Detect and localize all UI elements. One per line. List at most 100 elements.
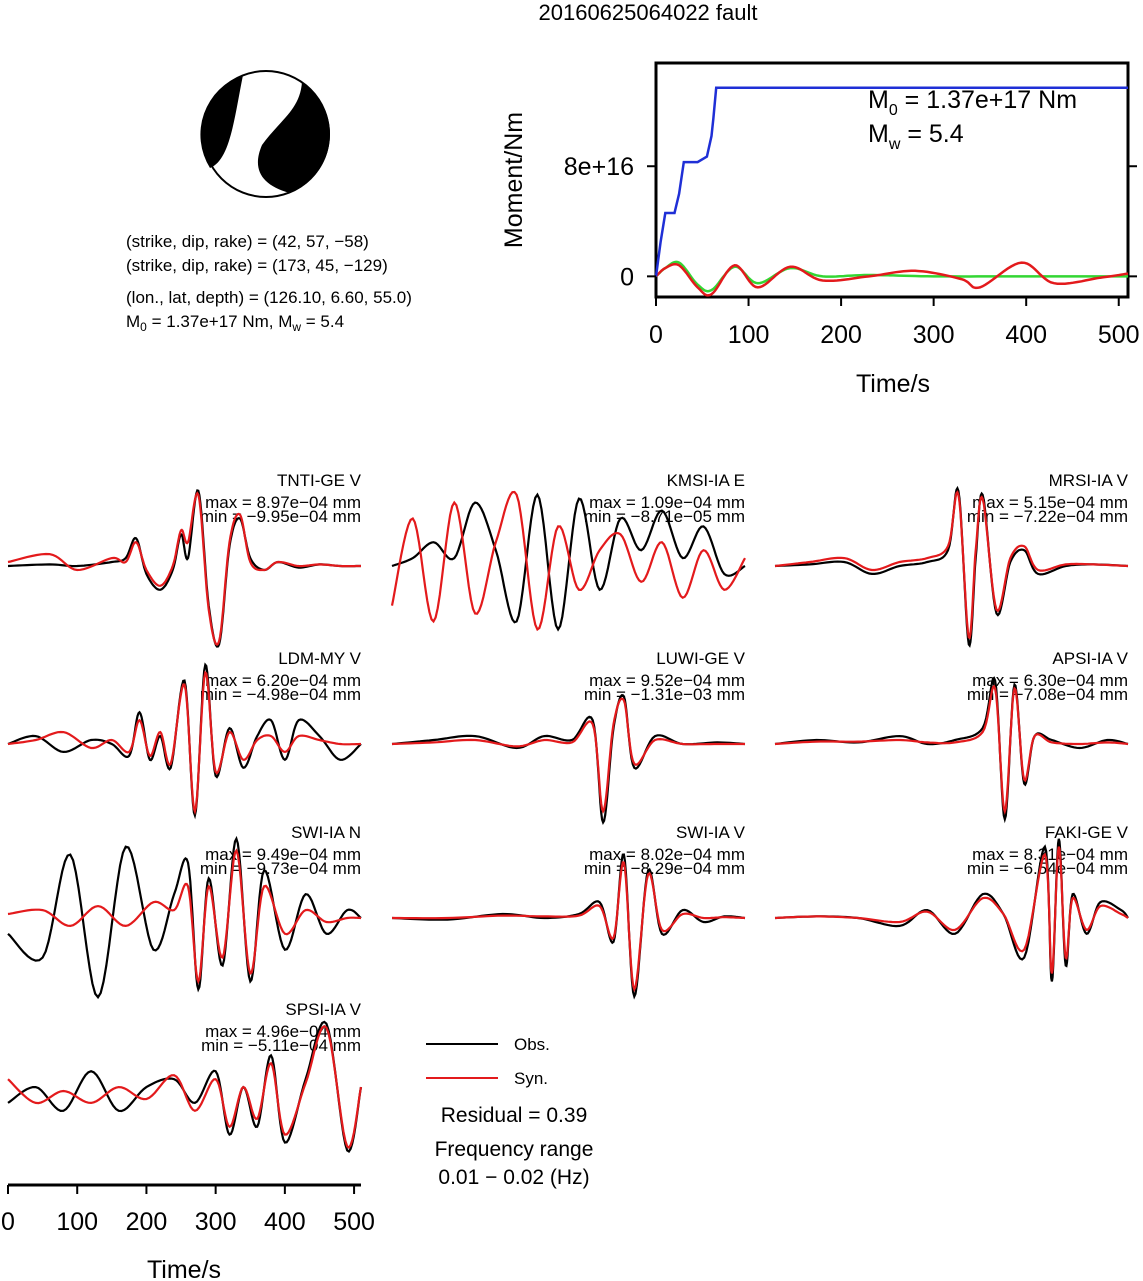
stf-x-tick-label: 400 [1005, 321, 1047, 349]
waveform-time-axis: 0 100 200 300 400 500 Time/s [1, 1183, 375, 1281]
stf-plot-frame [654, 61, 1130, 299]
stf-x-tick-label: 200 [820, 321, 862, 349]
max-amplitude-label: max = 6.20e−04 mm [205, 671, 361, 690]
station-label: LUWI-GE V [656, 649, 745, 668]
beachball-compressional-quadrant-right [257, 82, 330, 193]
synthetic-trace [774, 684, 1129, 815]
synthetic-trace [774, 846, 1129, 974]
min-amplitude-label: min = −7.08e−04 mm [967, 685, 1128, 704]
station-label: MRSI-IA V [1049, 471, 1129, 490]
stf-y-ticks: 0 8e+16 [564, 153, 1137, 291]
min-amplitude-label: min = −4.98e−04 mm [200, 685, 361, 704]
observed-trace [391, 492, 746, 632]
stf-series-group [654, 86, 1129, 297]
stf-x-tick-label: 500 [1098, 321, 1140, 349]
stf-annotation-m0: M0 = 1.37e+17 Nm [868, 86, 1077, 119]
mechanism-moment-line: M0 = 1.37e+17 Nm, Mw = 5.4 [126, 312, 344, 334]
waveform-x-tick-label: 400 [264, 1208, 306, 1236]
station-label: SPSI-IA V [285, 1000, 361, 1019]
waveform-x-tick-label: 500 [333, 1208, 375, 1236]
mw-value: = 5.4 [301, 312, 344, 331]
stf-y-tick-label: 8e+16 [564, 153, 634, 181]
min-amplitude-label: min = −8.71e−05 mm [584, 507, 745, 526]
station-label: SWI-IA V [676, 823, 746, 842]
synthetic-trace [390, 490, 746, 632]
min-amplitude-label: min = −1.31e−03 mm [584, 685, 745, 704]
max-amplitude-label: max = 5.15e−04 mm [972, 493, 1128, 512]
stf-series-blue [654, 86, 1128, 277]
station-label: TNTI-GE V [277, 471, 362, 490]
mechanism-plane-1: (strike, dip, rake) = (42, 57, −58) [126, 232, 369, 251]
min-amplitude-label: min = −7.22e−04 mm [967, 507, 1128, 526]
stf-x-tick-label: 0 [649, 321, 663, 349]
station-label: FAKI-GE V [1045, 823, 1129, 842]
synthetic-trace [391, 697, 745, 814]
mechanism-location: (lon., lat, depth) = (126.10, 6.60, 55.0… [126, 288, 412, 307]
max-amplitude-label: max = 8.02e−04 mm [589, 845, 745, 864]
station-label: KMSI-IA E [667, 471, 745, 490]
synthetic-trace [7, 1024, 363, 1149]
m0-subscript: 0 [140, 320, 147, 334]
min-amplitude-label: min = −8.29e−04 mm [584, 859, 745, 878]
min-amplitude-label: min = −9.73e−04 mm [200, 859, 361, 878]
waveform-x-ticks: 0 100 200 300 400 500 [1, 1185, 375, 1236]
station-label: APSI-IA V [1052, 649, 1128, 668]
observed-trace [391, 694, 746, 825]
focal-mechanism-beachball [200, 70, 330, 198]
synthetic-trace [7, 848, 361, 985]
stf-x-tick-label: 100 [728, 321, 770, 349]
station-label: SWI-IA N [291, 823, 361, 842]
frequency-range-value: 0.01 − 0.02 (Hz) [438, 1166, 589, 1189]
stf-y-tick-label: 0 [620, 263, 634, 291]
stf-series-green [655, 260, 1128, 293]
stf-series-red [655, 261, 1129, 297]
min-amplitude-label: min = −9.95e−04 mm [200, 507, 361, 526]
waveform-legend: Obs. Syn. Residual = 0.39 Frequency rang… [426, 1035, 593, 1189]
figure-title: 20160625064022 fault [539, 0, 758, 25]
synthetic-trace [774, 490, 1129, 640]
max-amplitude-label: max = 1.09e−04 mm [589, 493, 745, 512]
waveform-x-tick-label: 100 [56, 1208, 98, 1236]
station-label: LDM-MY V [278, 649, 361, 668]
min-amplitude-label: min = −5.11e−04 mm [201, 1036, 361, 1055]
synthetic-trace [7, 670, 361, 816]
waveform-x-tick-label: 0 [1, 1208, 15, 1236]
residual-text: Residual = 0.39 [441, 1104, 588, 1127]
stf-x-axis-label: Time/s [856, 370, 930, 398]
stf-annotation-mw: Mw = 5.4 [868, 120, 964, 153]
legend-obs-label: Obs. [514, 1035, 550, 1054]
mw-subscript: w [291, 320, 301, 334]
max-amplitude-label: max = 6.30e−04 mm [972, 671, 1128, 690]
legend-syn-label: Syn. [514, 1069, 548, 1088]
waveform-x-axis-label: Time/s [147, 1256, 221, 1281]
moment-rate-chart: 0 100 200 300 400 500 0 8e+16 Time/s Moment/Nm… [500, 61, 1140, 398]
synthetic-trace [7, 491, 361, 646]
frequency-range-label: Frequency range [435, 1138, 594, 1161]
waveform-x-tick-label: 300 [195, 1208, 237, 1236]
observed-trace [7, 835, 362, 1000]
stf-x-tick-label: 300 [913, 321, 955, 349]
stf-x-ticks: 0 100 200 300 400 500 [649, 297, 1140, 349]
max-amplitude-label: max = 9.52e−04 mm [589, 671, 745, 690]
waveform-x-tick-label: 200 [126, 1208, 168, 1236]
max-amplitude-label: max = 8.31e−04 mm [972, 845, 1128, 864]
m0-symbol: M [126, 312, 140, 331]
max-amplitude-label: max = 9.49e−04 mm [205, 845, 361, 864]
stf-y-axis-label: Moment/Nm [500, 112, 528, 248]
m0-value: = 1.37e+17 Nm, M [147, 312, 293, 331]
beachball-compressional-quadrant-left [200, 75, 243, 168]
synthetic-trace [392, 861, 746, 993]
max-amplitude-label: max = 8.97e−04 mm [205, 493, 361, 512]
